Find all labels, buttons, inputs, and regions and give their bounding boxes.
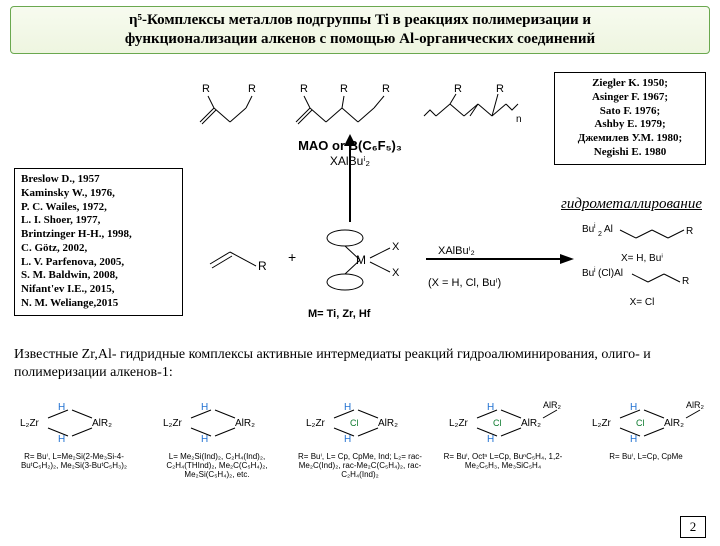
ref-line: Negishi E. 1980 [561,146,699,160]
svg-text:Cl: Cl [350,418,359,428]
struct-polymer: R R n [420,82,530,128]
svg-text:Cl: Cl [636,418,645,428]
known-complexes-text: Известные Zr,Al- гидридные комплексы акт… [14,346,706,382]
complex-2: L₂Zr H H AlR₂ L= Me₂Si(Ind)₂, C₂H₄(Ind)₂, C… [151,396,283,479]
svg-text:R: R [340,83,348,95]
svg-text:AlR₂: AlR₂ [378,418,398,429]
prod2-cond: X= Cl [582,297,702,308]
ref-line: P. C. Wailes, 1972, [21,201,176,215]
complex-3: L₂Zr H H AlR₂ Cl R= Buⁱ, L= Cp, CpMe, Ind; L… [294,396,426,479]
svg-text:AlR₂: AlR₂ [521,418,541,429]
svg-text:Cl: Cl [493,418,502,428]
svg-text:X: X [392,241,400,253]
svg-text:AlR₂: AlR₂ [686,400,705,410]
svg-text:n: n [516,114,522,125]
ref-line: Kaminsky W., 1976, [21,187,176,201]
ref-line: L. V. Parfenova, 2005, [21,256,176,270]
svg-text:Al: Al [604,224,613,235]
svg-text:L₂Zr: L₂Zr [592,418,612,429]
references-right: Ziegler K. 1950;Asinger F. 1967;Sato F. … [554,72,706,165]
complex-1: L₂Zr H H AlR₂ R= Buⁱ, L=Me₂Si(2-Me₃Si-4-Buᵗ… [8,396,140,470]
svg-text:H: H [630,434,637,445]
svg-text:R: R [686,226,693,237]
ref-line: Джемилев У.М. 1980; [561,132,699,146]
metals-label: M= Ti, Zr, Hf [308,308,370,320]
up-arrow-icon [340,132,360,226]
svg-text:R: R [248,83,256,95]
struct-alkene-1: RR [190,82,270,128]
svg-text:R: R [682,276,689,287]
svg-text:Bu: Bu [582,224,594,235]
svg-text:H: H [487,434,494,445]
svg-text:AlR₂: AlR₂ [664,418,684,429]
svg-text:R: R [454,83,462,95]
hydrometalation-products: Bui2Al R X= H, Buⁱ Bui(Cl)Al R X= Cl [582,220,702,308]
references-left: Breslow D., 1957Kaminsky W., 1976,P. C. … [14,168,183,316]
prod1-cond: X= H, Buⁱ [582,253,702,264]
svg-text:R: R [258,259,267,273]
svg-text:M: M [356,253,366,267]
complex-caption: L= Me₂Si(Ind)₂, C₂H₄(Ind)₂, C₂H₄(THInd)₂… [151,452,283,479]
hydrometal-label: гидрометаллирование [561,196,702,213]
svg-text:H: H [344,434,351,445]
svg-text:H: H [201,434,208,445]
x-options: (X = H, Cl, Buⁱ) [428,276,501,289]
complex-4: L₂Zr H H AlR₂ Cl AlR₂ R= Buⁱ, Octⁿ L=Cp, BuⁿC… [437,396,569,470]
svg-text:AlR₂: AlR₂ [92,418,112,429]
svg-text:L₂Zr: L₂Zr [449,418,469,429]
ref-line: Sato F. 1976; [561,105,699,119]
svg-text:2: 2 [598,231,602,238]
complex-row: L₂Zr H H AlR₂ R= Buⁱ, L=Me₂Si(2-Me₃Si-4-Buᵗ… [8,396,712,516]
complex-caption: R= Buⁱ, Octⁿ L=Cp, BuⁿC₅H₄, 1,2-Me₂C₅H₃,… [437,452,569,470]
svg-text:H: H [344,402,351,413]
svg-text:AlR₂: AlR₂ [235,418,255,429]
ref-line: N. M. Weliange,2015 [21,297,176,311]
svg-text:AlR₂: AlR₂ [543,400,562,410]
svg-text:L₂Zr: L₂Zr [163,418,183,429]
ref-line: Ziegler K. 1950; [561,77,699,91]
svg-text:i: i [594,267,596,274]
svg-text:R: R [496,83,504,95]
title-line1: η⁵-Комплексы металлов подгруппы Ti в реа… [129,12,591,28]
svg-text:H: H [630,402,637,413]
svg-text:L₂Zr: L₂Zr [306,418,326,429]
svg-text:L₂Zr: L₂Zr [20,418,40,429]
page-number: 2 [680,516,706,538]
svg-text:X: X [392,267,400,279]
ref-line: C. Götz, 2002, [21,242,176,256]
complex-caption: R= Buⁱ, L=Me₂Si(2-Me₃Si-4-BuᵗC₅H₂)₂, Me₂… [8,452,140,470]
title-line2: функционализации алкенов с помощью Al-ор… [125,31,595,47]
complex-5: L₂Zr H H AlR₂ Cl AlR₂ R= Buⁱ, L=Cp, CpMe [580,396,712,461]
svg-text:R: R [202,83,210,95]
scheme-middle: R + M X X M= Ti, Zr, Hf (X = H, Cl, Buⁱ)… [200,216,540,326]
right-arrow-icon [426,252,576,266]
slide-title: η⁵-Комплексы металлов подгруппы Ti в реа… [10,6,710,54]
ref-line: Nifant'ev I.E., 2015, [21,283,176,297]
svg-text:Bu: Bu [582,268,594,279]
ref-line: Breslow D., 1957 [21,173,176,187]
svg-text:H: H [58,434,65,445]
svg-text:R: R [382,83,390,95]
svg-text:(Cl)Al: (Cl)Al [598,268,623,279]
svg-text:R: R [300,83,308,95]
ref-line: Brintzinger H-H., 1998, [21,228,176,242]
complex-caption: R= Buⁱ, L=Cp, CpMe [580,452,712,461]
svg-text:+: + [288,249,296,265]
svg-text:H: H [58,402,65,413]
struct-alkene-2: RRR [290,82,400,128]
svg-text:H: H [487,402,494,413]
ref-line: S. M. Baldwin, 2008, [21,269,176,283]
ref-line: Asinger F. 1967; [561,91,699,105]
scheme-top-structures: RR RRR RR n [190,68,530,128]
svg-text:i: i [594,223,596,230]
ref-line: Ashby E. 1979; [561,118,699,132]
ref-line: L. I. Shoer, 1977, [21,214,176,228]
svg-text:H: H [201,402,208,413]
complex-caption: R= Buⁱ, L= Cp, CpMe, Ind; L₂= rac-Me₂C(I… [294,452,426,479]
